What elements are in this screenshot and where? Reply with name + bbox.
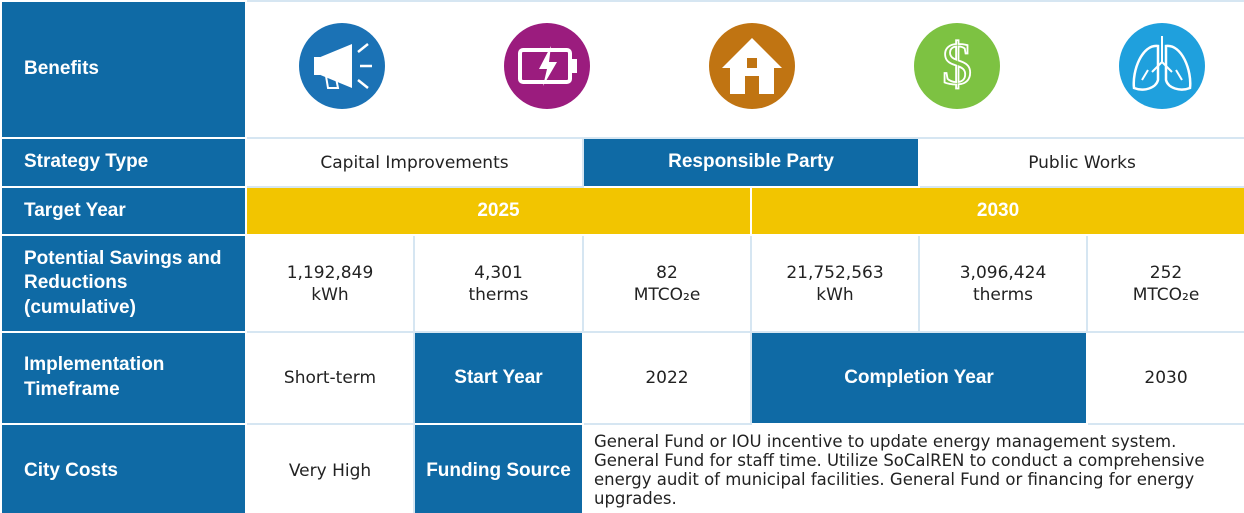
savings-amount: 4,301: [474, 262, 523, 283]
savings-row: Potential Savings and Reductions (cumula…: [0, 234, 1244, 334]
savings-cell: 82 MTCO₂e: [582, 234, 752, 334]
savings-cell: 3,096,424 therms: [918, 234, 1088, 334]
lungs-icon: [1119, 23, 1205, 109]
cell-heading: Completion Year: [750, 331, 1088, 426]
implementation-row: Implementation Timeframe Short-term Star…: [0, 331, 1244, 426]
row-label: City Costs: [0, 423, 247, 513]
savings-cell: 1,192,849 kWh: [245, 234, 415, 334]
funding-text: General Fund or IOU incentive to update …: [581, 423, 1244, 513]
house-icon: [709, 23, 795, 109]
savings-unit: therms: [972, 284, 1033, 305]
row-label: Target Year: [0, 186, 247, 237]
cell-heading: Responsible Party: [582, 137, 920, 189]
savings-amount: 3,096,424: [959, 262, 1047, 283]
savings-unit: MTCO₂e: [633, 284, 701, 305]
cell: Short-term: [245, 331, 415, 426]
benefits-row: Benefits: [0, 0, 1244, 140]
row-label: Benefits: [0, 0, 247, 140]
benefit-icons: $: [244, 0, 1244, 140]
cell-heading: Start Year: [413, 331, 584, 426]
year-heading: 2030: [749, 186, 1244, 237]
battery-icon: [504, 23, 590, 109]
cell: 2030: [1085, 331, 1244, 426]
costs-row: City Costs Very High Funding Source Gene…: [0, 423, 1244, 513]
icons: $: [299, 23, 1205, 109]
strategy-row: Strategy Type Capital Improvements Respo…: [0, 137, 1244, 189]
savings-cell: 4,301 therms: [413, 234, 584, 334]
row-label: Implementation Timeframe: [0, 331, 247, 426]
cell-heading: Funding Source: [413, 423, 584, 513]
year-heading: 2025: [245, 186, 752, 237]
savings-unit: MTCO₂e: [1132, 284, 1200, 305]
cell: Very High: [245, 423, 415, 513]
row-label: Strategy Type: [0, 137, 247, 189]
savings-amount: 21,752,563: [786, 262, 884, 283]
row-label: Potential Savings and Reductions (cumula…: [0, 234, 247, 334]
savings-amount: 252: [1149, 262, 1183, 283]
savings-amount: 1,192,849: [286, 262, 374, 283]
cell: 2022: [582, 331, 752, 426]
target-row: Target Year 2025 2030: [0, 186, 1244, 237]
savings-amount: 82: [656, 262, 678, 283]
cell: Capital Improvements: [245, 137, 584, 189]
savings-unit: therms: [468, 284, 529, 305]
savings-unit: kWh: [311, 284, 349, 305]
cell: Public Works: [917, 137, 1244, 189]
savings-cell: 21,752,563 kWh: [750, 234, 920, 334]
svg-text:$: $: [942, 31, 972, 97]
savings-cell: 252 MTCO₂e: [1085, 234, 1244, 334]
savings-unit: kWh: [816, 284, 854, 305]
megaphone-icon: [299, 23, 385, 109]
dollar-icon: $: [914, 23, 1000, 109]
